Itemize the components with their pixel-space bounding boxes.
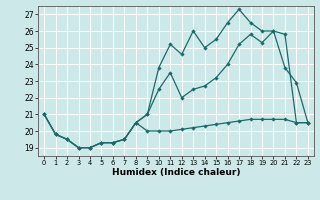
X-axis label: Humidex (Indice chaleur): Humidex (Indice chaleur) [112, 168, 240, 177]
